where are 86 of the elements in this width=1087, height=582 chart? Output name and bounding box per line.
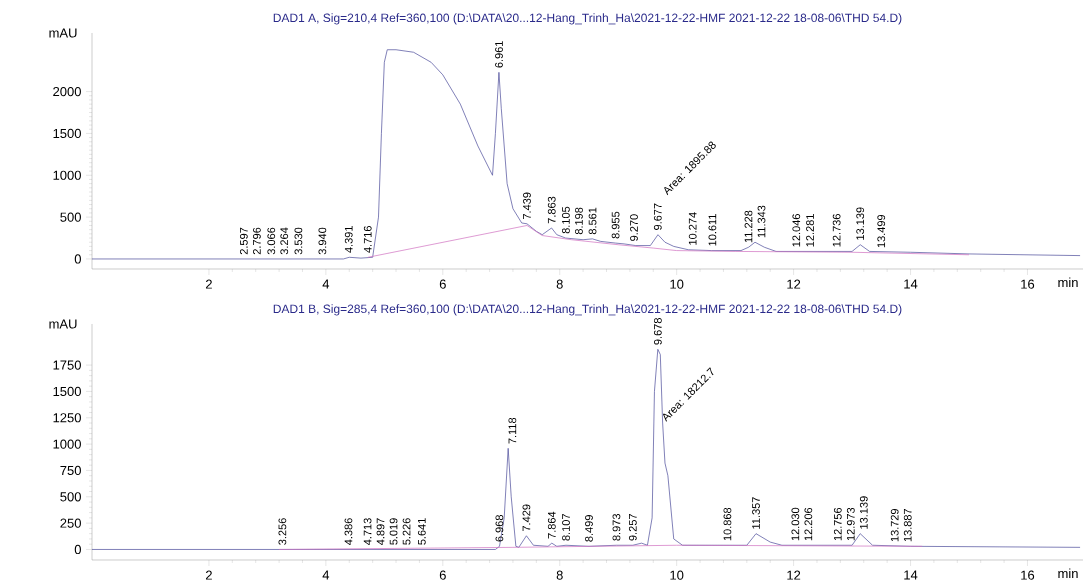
- y-tick-label: 750: [60, 465, 81, 476]
- annotation: 9.257: [628, 514, 637, 541]
- x-tick-label: 10: [670, 570, 684, 580]
- x-tick-label: 16: [1021, 570, 1035, 580]
- y-tick-label: 1500: [53, 386, 81, 397]
- x-tick-label: 4: [322, 570, 330, 580]
- annotation: 3.066: [267, 227, 276, 255]
- x-tick-label: 14: [904, 279, 918, 289]
- annotation: 13.729: [890, 508, 899, 542]
- annotation: 3.530: [294, 227, 303, 255]
- annotation: 8.198: [575, 207, 583, 235]
- x-tick-label: 8: [556, 279, 563, 289]
- annotation: 9.677: [653, 203, 662, 230]
- y-tick-label: 0: [74, 544, 81, 555]
- annotation: 12.736: [832, 214, 841, 247]
- annotation: 12.046: [792, 214, 801, 247]
- annotation: 5.226: [402, 518, 411, 545]
- annotation: 7.863: [547, 196, 556, 224]
- annotation: 12.973: [846, 507, 855, 541]
- annotation: 11.357: [752, 497, 760, 529]
- annotation: 8.955: [611, 211, 620, 239]
- annotation: 4.391: [344, 226, 353, 253]
- x-tick-label: 4: [322, 279, 330, 289]
- x-axis-title: min: [1058, 277, 1078, 287]
- annotation: 11.228: [744, 210, 753, 243]
- annotation: 7.864: [547, 511, 556, 539]
- y-tick-label: 2000: [53, 86, 81, 97]
- annotation: 8.561: [588, 207, 597, 235]
- y-tick-label: 500: [60, 212, 81, 222]
- x-tick-label: 14: [904, 570, 918, 580]
- x-tick-label: 6: [439, 279, 446, 289]
- y-tick-label: 500: [60, 492, 81, 502]
- annotation: 6.961: [495, 41, 503, 68]
- y-tick-label: 1250: [53, 413, 81, 423]
- x-axis-title: min: [1058, 568, 1078, 578]
- annotation: 2.597: [239, 227, 248, 255]
- x-tick-label: 12: [787, 279, 801, 289]
- annotation: 7.118: [508, 417, 517, 444]
- annotation: 13.499: [877, 214, 886, 248]
- annotation: 3.264: [280, 227, 289, 255]
- annotation: 10.868: [723, 507, 732, 541]
- annotation: 9.678: [653, 318, 662, 345]
- y-tick-label: 1000: [53, 439, 81, 449]
- x-tick-label: 2: [205, 570, 212, 580]
- y-tick-label: 1000: [53, 170, 81, 180]
- annotation: 8.973: [612, 514, 621, 541]
- annotation: 12.756: [833, 507, 842, 541]
- y-tick-label: 250: [60, 518, 81, 528]
- annotation: 12.281: [806, 214, 814, 247]
- annotation: 7.429: [522, 504, 531, 531]
- x-tick-label: 2: [205, 279, 212, 289]
- annotation: 6.968: [495, 515, 504, 542]
- annotation: 4.713: [363, 518, 372, 546]
- annotation: 11.343: [757, 205, 766, 238]
- annotation: 4.897: [376, 518, 385, 546]
- x-tick-label: 12: [787, 570, 801, 580]
- annotation: 5.019: [389, 518, 398, 545]
- chart-title: DAD1 A, Sig=210,4 Ref=360,100 (D:\DATA\20...12-Hang_Trinh_Ha\2021-12-22-HMF 2021-12-22 18-08-06\THD 54.D): [273, 13, 902, 25]
- annotation: 12.030: [791, 507, 800, 541]
- annotation: 8.105: [561, 206, 570, 234]
- annotation: 13.139: [859, 496, 868, 529]
- y-axis-title: mAU: [49, 28, 77, 38]
- annotation: 5.641: [417, 518, 426, 545]
- annotation: 9.270: [630, 214, 638, 241]
- annotation: 2.796: [252, 227, 261, 255]
- x-tick-label: 8: [556, 570, 563, 580]
- x-tick-label: 6: [439, 570, 446, 580]
- chart-title: DAD1 B, Sig=285,4 Ref=360,100 (D:\DATA\20...12-Hang_Trinh_Ha\2021-12-22-HMF 2021-12-22 18-08-06\THD 54.D): [273, 304, 902, 316]
- annotation: 13.139: [856, 207, 865, 240]
- annotation: 7.439: [523, 192, 531, 220]
- annotation: 3.940: [318, 227, 327, 255]
- annotation: 13.887: [903, 509, 912, 542]
- annotation: 10.274: [688, 212, 697, 245]
- y-axis-title: mAU: [49, 319, 77, 329]
- annotation: 4.386: [344, 518, 353, 546]
- annotation: 8.499: [585, 515, 593, 542]
- annotation: 12.206: [804, 507, 813, 541]
- annotation: 4.716: [363, 226, 372, 253]
- y-tick-label: 1500: [53, 128, 81, 139]
- annotation: 3.256: [278, 518, 287, 545]
- annotation: 10.611: [708, 214, 717, 246]
- y-tick-label: 1750: [53, 360, 81, 370]
- x-tick-label: 10: [670, 279, 684, 289]
- annotation: 8.107: [562, 514, 570, 541]
- x-tick-label: 16: [1021, 279, 1035, 289]
- y-tick-label: 0: [74, 254, 81, 264]
